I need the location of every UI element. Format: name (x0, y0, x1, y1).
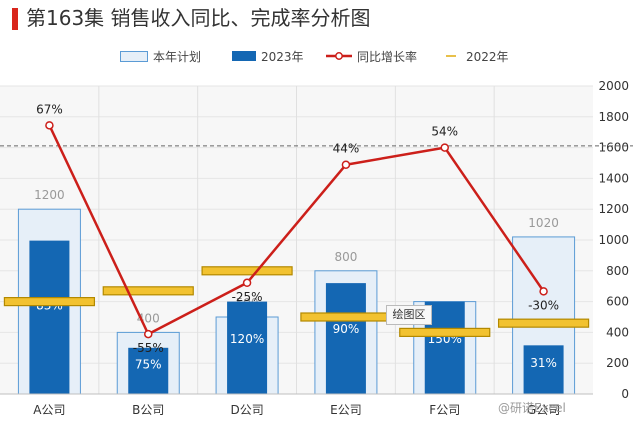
actual-label: 31% (530, 356, 557, 370)
growth-point (242, 278, 252, 288)
actual-bar (523, 345, 564, 394)
legend-label-actual: 2023年 (261, 49, 304, 64)
actual-swatch-icon (232, 51, 256, 61)
dash-swatch-icon (446, 55, 456, 57)
legend-item-prev[interactable]: 2022年 (446, 46, 509, 66)
x-tick-label: E公司 (330, 403, 362, 417)
x-tick-label: G公司 (527, 403, 560, 417)
growth-label: -55% (133, 341, 164, 355)
y-tick-label: 200 (606, 356, 629, 370)
plan-label: 1020 (528, 216, 559, 230)
growth-label: 44% (333, 142, 360, 156)
prev-year-marker (300, 312, 392, 322)
line-marker-icon (326, 52, 352, 60)
growth-label: 54% (431, 125, 458, 139)
legend-item-actual[interactable]: 2023年 (232, 46, 304, 66)
y-tick-label: 0 (621, 387, 629, 401)
actual-bar (29, 240, 70, 394)
x-tick-label: A公司 (33, 403, 65, 417)
growth-point (341, 160, 351, 169)
prev-year-marker (497, 318, 590, 328)
growth-label: 67% (36, 102, 63, 116)
prev-year-marker (201, 266, 293, 276)
y-tick-label: 1600 (598, 141, 629, 155)
actual-label: 120% (230, 332, 264, 346)
legend-label-plan: 本年计划 (153, 49, 202, 64)
plan-label: 1200 (34, 188, 65, 202)
legend-item-growth[interactable]: 同比增长率 (326, 46, 417, 66)
title-accent-bar (12, 8, 18, 30)
y-tick-label: 400 (606, 325, 629, 339)
legend-label-prev: 2022年 (466, 49, 509, 64)
growth-point (144, 329, 153, 339)
actual-label: 75% (135, 358, 162, 372)
plot-area-tooltip: 绘图区 (386, 305, 432, 325)
y-tick-label: 1800 (598, 110, 629, 124)
watermark-text: @研诺Excel (498, 401, 566, 415)
prev-year-marker (3, 297, 96, 307)
plan-label: 800 (334, 250, 357, 264)
x-tick-label: F公司 (429, 403, 460, 417)
growth-point (539, 287, 548, 296)
growth-line (48, 124, 545, 336)
y-tick-label: 2000 (598, 79, 629, 93)
actual-bar (128, 347, 169, 394)
growth-point (440, 143, 449, 152)
plan-swatch-icon (120, 50, 148, 62)
legend: 本年计划 2023年 同比增长率 2022年 (0, 46, 635, 66)
prev-year-marker (102, 286, 194, 296)
actual-bar (325, 283, 366, 394)
y-tick-label: 600 (606, 295, 629, 309)
x-tick-label: D公司 (230, 403, 263, 417)
legend-label-growth: 同比增长率 (357, 49, 418, 64)
growth-label: -30% (528, 298, 559, 312)
growth-label: -25% (232, 290, 263, 304)
y-tick-label: 1400 (598, 171, 629, 185)
actual-bar (227, 301, 268, 394)
legend-item-plan[interactable]: 本年计划 (120, 46, 201, 66)
y-tick-label: 1200 (598, 202, 629, 216)
y-tick-label: 800 (606, 264, 629, 278)
chart-title: 第163集 销售收入同比、完成率分析图 (26, 6, 371, 30)
growth-point (45, 121, 54, 130)
actual-label: 90% (333, 322, 360, 336)
y-tick-label: 1000 (598, 233, 629, 247)
x-tick-label: B公司 (132, 403, 164, 417)
prev-year-marker (399, 327, 491, 337)
